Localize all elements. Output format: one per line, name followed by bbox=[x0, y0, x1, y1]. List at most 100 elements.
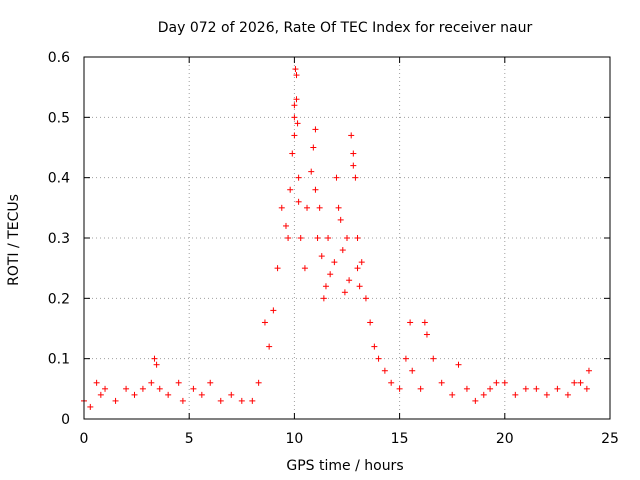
data-point bbox=[350, 150, 357, 157]
axis-ticks: 0 5 10 15 20 25 0 0.1 0.2 0.3 0.4 0.5 0.6 bbox=[48, 50, 619, 447]
data-point bbox=[375, 355, 382, 362]
data-point bbox=[388, 379, 395, 386]
data-point bbox=[430, 355, 437, 362]
data-point bbox=[352, 174, 359, 181]
data-point bbox=[292, 66, 299, 73]
data-point bbox=[487, 385, 494, 392]
data-point bbox=[331, 259, 338, 266]
data-point bbox=[156, 385, 163, 392]
data-point bbox=[554, 385, 561, 392]
data-point bbox=[312, 126, 319, 133]
data-point bbox=[346, 277, 353, 284]
data-point bbox=[333, 174, 340, 181]
data-point bbox=[97, 391, 104, 398]
data-point bbox=[339, 247, 346, 254]
data-point bbox=[314, 235, 321, 241]
data-point bbox=[348, 132, 355, 139]
data-point bbox=[344, 235, 350, 241]
data-point bbox=[480, 391, 487, 398]
data-point bbox=[327, 271, 334, 278]
data-point bbox=[402, 355, 409, 362]
data-point bbox=[295, 198, 302, 205]
data-point bbox=[381, 367, 388, 374]
data-point bbox=[312, 186, 319, 193]
data-point bbox=[289, 150, 296, 157]
data-point bbox=[175, 379, 182, 386]
data-point bbox=[337, 216, 344, 223]
x-tick-label: 20 bbox=[496, 431, 514, 447]
data-point bbox=[455, 361, 462, 368]
data-point bbox=[198, 391, 205, 398]
data-point bbox=[463, 385, 470, 392]
x-tick-label: 5 bbox=[185, 431, 194, 447]
data-point bbox=[93, 379, 100, 386]
data-point bbox=[341, 289, 348, 296]
data-point bbox=[325, 235, 332, 241]
data-point bbox=[282, 222, 289, 229]
data-point bbox=[278, 204, 285, 211]
data-point bbox=[577, 379, 584, 386]
data-point bbox=[291, 114, 298, 121]
data-point bbox=[320, 295, 327, 302]
data-point bbox=[261, 319, 268, 326]
data-point bbox=[274, 265, 281, 272]
data-point bbox=[396, 385, 403, 392]
data-point bbox=[270, 307, 277, 314]
y-tick-label: 0.3 bbox=[48, 231, 70, 247]
y-axis-label: ROTI / TECUs bbox=[6, 194, 22, 286]
y-tick-label: 0.4 bbox=[48, 171, 70, 187]
data-point bbox=[266, 343, 273, 350]
data-point bbox=[367, 319, 374, 326]
data-point bbox=[362, 295, 369, 302]
data-point bbox=[417, 385, 424, 392]
x-tick-label: 0 bbox=[80, 431, 89, 447]
data-point bbox=[308, 168, 315, 175]
data-point bbox=[512, 391, 519, 398]
data-point bbox=[153, 361, 160, 368]
data-point bbox=[438, 379, 445, 386]
data-point bbox=[285, 235, 292, 241]
data-point bbox=[571, 379, 578, 386]
data-point bbox=[356, 283, 363, 290]
data-point bbox=[228, 391, 235, 398]
data-point bbox=[409, 367, 416, 374]
data-point bbox=[139, 385, 146, 392]
y-tick-label: 0.5 bbox=[48, 110, 70, 126]
data-point bbox=[249, 397, 256, 404]
data-point bbox=[501, 379, 508, 386]
data-point bbox=[87, 403, 94, 410]
data-point bbox=[421, 319, 428, 326]
data-point bbox=[293, 96, 300, 103]
data-point bbox=[322, 283, 329, 290]
y-tick-label: 0.2 bbox=[48, 291, 70, 307]
data-point bbox=[354, 235, 361, 241]
data-point bbox=[354, 265, 361, 272]
data-point bbox=[255, 379, 262, 386]
data-point bbox=[151, 355, 158, 362]
data-point bbox=[131, 391, 138, 398]
data-point bbox=[123, 385, 130, 392]
data-point bbox=[304, 204, 311, 211]
data-point bbox=[533, 385, 540, 392]
data-point bbox=[543, 391, 550, 398]
data-point bbox=[301, 265, 308, 272]
data-point bbox=[165, 391, 172, 398]
x-tick-label: 15 bbox=[391, 431, 409, 447]
data-point bbox=[449, 391, 456, 398]
x-tick-label: 25 bbox=[601, 431, 619, 447]
data-point bbox=[522, 385, 529, 392]
data-point bbox=[350, 162, 357, 169]
data-point bbox=[179, 397, 186, 404]
data-point bbox=[294, 120, 301, 127]
data-point bbox=[217, 397, 224, 404]
data-point bbox=[291, 132, 298, 139]
data-points bbox=[81, 66, 592, 410]
data-point bbox=[564, 391, 571, 398]
data-point bbox=[371, 343, 378, 350]
data-point bbox=[472, 397, 479, 404]
y-tick-label: 0 bbox=[61, 412, 70, 428]
data-point bbox=[207, 379, 214, 386]
data-point bbox=[102, 385, 109, 392]
data-point bbox=[316, 204, 323, 211]
data-point bbox=[310, 144, 317, 151]
